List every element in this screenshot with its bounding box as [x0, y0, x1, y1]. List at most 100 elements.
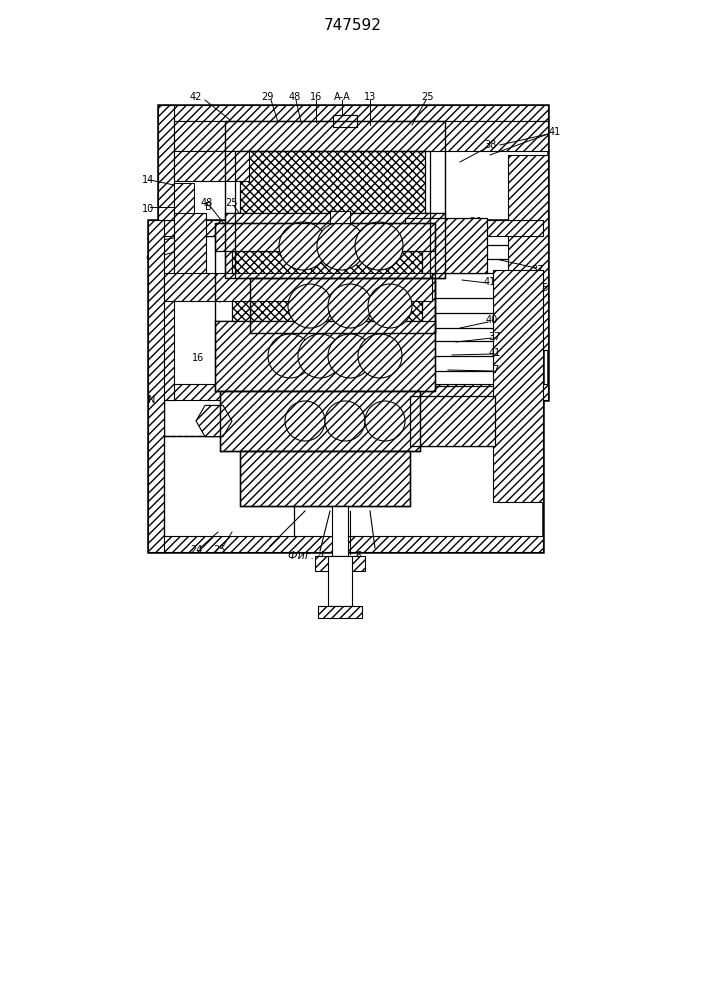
Bar — [410, 396, 495, 446]
Circle shape — [325, 401, 365, 441]
Bar — [215, 321, 435, 391]
Text: 38: 38 — [484, 140, 496, 150]
Text: 26: 26 — [469, 217, 481, 227]
Text: 55: 55 — [469, 262, 481, 272]
Bar — [240, 451, 410, 506]
Bar — [315, 556, 365, 571]
Circle shape — [285, 401, 325, 441]
Circle shape — [368, 284, 412, 328]
Text: 14: 14 — [189, 289, 201, 299]
Text: Фиг. 4: Фиг. 4 — [288, 551, 325, 561]
Text: 13: 13 — [316, 198, 328, 208]
Bar — [270, 333, 410, 368]
Text: 18: 18 — [296, 198, 308, 208]
Text: 40: 40 — [486, 315, 498, 325]
Bar — [332, 506, 348, 556]
Text: 24: 24 — [251, 402, 263, 412]
Text: 37: 37 — [532, 265, 544, 275]
Circle shape — [288, 284, 332, 328]
Bar — [250, 278, 435, 333]
Bar — [225, 121, 445, 278]
Text: 37: 37 — [489, 332, 501, 342]
Bar — [318, 606, 362, 618]
Text: 14: 14 — [142, 175, 154, 185]
Circle shape — [317, 222, 365, 270]
Bar — [215, 223, 435, 251]
Bar — [148, 220, 543, 236]
Bar — [148, 536, 543, 552]
Text: 41: 41 — [484, 277, 496, 287]
Bar — [158, 384, 548, 400]
Text: 15: 15 — [294, 477, 306, 487]
Text: 45: 45 — [469, 247, 481, 257]
Circle shape — [358, 334, 402, 378]
Bar — [158, 105, 548, 400]
Bar — [164, 236, 294, 436]
Bar — [220, 391, 420, 451]
Circle shape — [328, 284, 372, 328]
Bar — [158, 105, 174, 400]
Bar — [225, 213, 445, 278]
Bar — [240, 151, 425, 213]
Bar — [240, 451, 410, 506]
Bar — [405, 218, 487, 273]
Text: 16: 16 — [192, 353, 204, 363]
Bar — [333, 115, 357, 127]
Bar — [174, 183, 194, 213]
Bar — [330, 211, 350, 223]
Text: N: N — [148, 395, 156, 405]
Bar — [232, 251, 422, 321]
Text: 10: 10 — [142, 204, 154, 214]
Bar — [493, 270, 543, 502]
Text: 48: 48 — [201, 198, 213, 208]
Text: 48: 48 — [289, 92, 301, 102]
Text: 8: 8 — [332, 551, 338, 561]
Bar — [220, 391, 420, 451]
Text: А-А: А-А — [334, 92, 351, 102]
Bar — [328, 556, 352, 606]
Text: B: B — [204, 202, 211, 212]
Text: 25: 25 — [422, 92, 434, 102]
Bar — [148, 220, 164, 552]
Text: Фиг. 3: Фиг. 3 — [322, 401, 358, 411]
Text: 41: 41 — [489, 348, 501, 358]
Bar — [235, 151, 430, 278]
Text: 15: 15 — [537, 283, 549, 293]
Text: 39: 39 — [469, 233, 481, 243]
Bar — [508, 155, 548, 350]
Text: 24: 24 — [189, 545, 202, 555]
Text: 7: 7 — [492, 365, 498, 375]
Bar — [148, 220, 543, 552]
Bar — [174, 151, 249, 181]
Text: 25: 25 — [274, 402, 286, 412]
Bar — [250, 278, 435, 333]
Text: 11: 11 — [382, 400, 394, 410]
Circle shape — [298, 334, 342, 378]
Text: 16: 16 — [310, 92, 322, 102]
Text: 12: 12 — [274, 198, 286, 208]
Text: 747592: 747592 — [324, 17, 382, 32]
Bar — [164, 273, 432, 301]
Text: 7: 7 — [145, 238, 151, 248]
Bar — [174, 213, 206, 288]
Text: 29: 29 — [261, 92, 273, 102]
Bar — [215, 223, 435, 391]
Text: 13: 13 — [364, 92, 376, 102]
Text: 16: 16 — [290, 298, 302, 308]
Text: 6: 6 — [355, 551, 361, 561]
Bar — [158, 105, 548, 121]
Bar — [174, 121, 548, 151]
Circle shape — [365, 401, 405, 441]
Text: 9: 9 — [145, 255, 151, 265]
Circle shape — [279, 222, 327, 270]
Text: 41: 41 — [549, 127, 561, 137]
Text: 8: 8 — [254, 297, 260, 307]
Polygon shape — [196, 405, 232, 437]
Text: 42: 42 — [189, 92, 202, 102]
Text: 25: 25 — [226, 198, 238, 208]
Text: 25: 25 — [214, 545, 226, 555]
Circle shape — [268, 334, 312, 378]
Circle shape — [328, 334, 372, 378]
Text: 39: 39 — [250, 198, 262, 208]
Circle shape — [355, 222, 403, 270]
